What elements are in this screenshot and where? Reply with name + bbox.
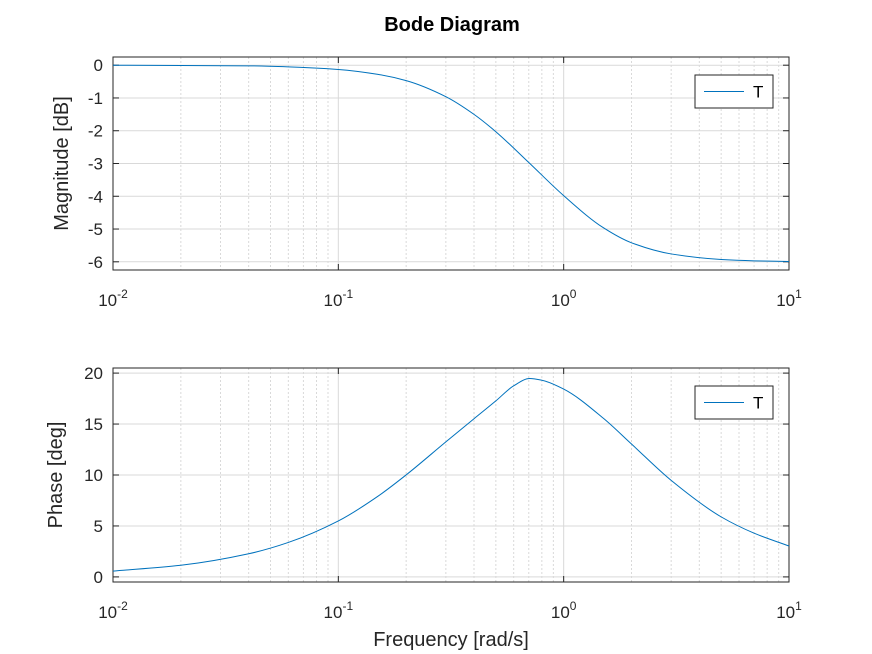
x-tick-label: 10-1 — [324, 287, 354, 310]
legend-entry-label: T — [753, 83, 763, 102]
y-tick-label: -5 — [88, 220, 103, 239]
y-tick-label: -2 — [88, 122, 103, 141]
phase-plot: 10-2 10-1 100 101 0 5 10 15 20 Phase [deg] T — [45, 364, 802, 622]
legend-entry-label: T — [753, 394, 763, 413]
x-axis-label: Frequency [rad/s] — [373, 629, 529, 651]
x-tick-label: 101 — [776, 599, 802, 622]
phase-legend: T — [694, 385, 774, 420]
y-tick-label: -1 — [88, 89, 103, 108]
magnitude-series-line — [112, 64, 790, 262]
chart-title: Bode Diagram — [384, 14, 520, 36]
y-tick-label: -4 — [88, 187, 103, 206]
phase-series-line — [112, 377, 790, 572]
magnitude-legend: T — [694, 74, 774, 109]
x-tick-label: 10-2 — [98, 287, 128, 310]
magnitude-plot: 10-2 10-1 100 101 0 -1 -2 -3 -4 -5 -6 Magnitude [dB… — [51, 56, 802, 310]
phase-y-axis-label: Phase [deg] — [45, 422, 67, 529]
y-tick-label: -3 — [88, 155, 103, 174]
x-tick-label: 10-2 — [98, 599, 128, 622]
y-tick-label: 20 — [84, 364, 103, 383]
x-tick-label: 101 — [776, 287, 802, 310]
x-tick-label: 100 — [551, 287, 577, 310]
y-tick-label: 0 — [94, 568, 103, 587]
magnitude-y-axis-label: Magnitude [dB] — [51, 96, 73, 231]
y-tick-label: 15 — [84, 415, 103, 434]
y-tick-label: -6 — [88, 253, 103, 272]
x-tick-label: 10-1 — [324, 599, 354, 622]
y-tick-label: 5 — [94, 517, 103, 536]
y-tick-label: 0 — [94, 56, 103, 75]
y-tick-label: 10 — [84, 466, 103, 485]
x-tick-label: 100 — [551, 599, 577, 622]
